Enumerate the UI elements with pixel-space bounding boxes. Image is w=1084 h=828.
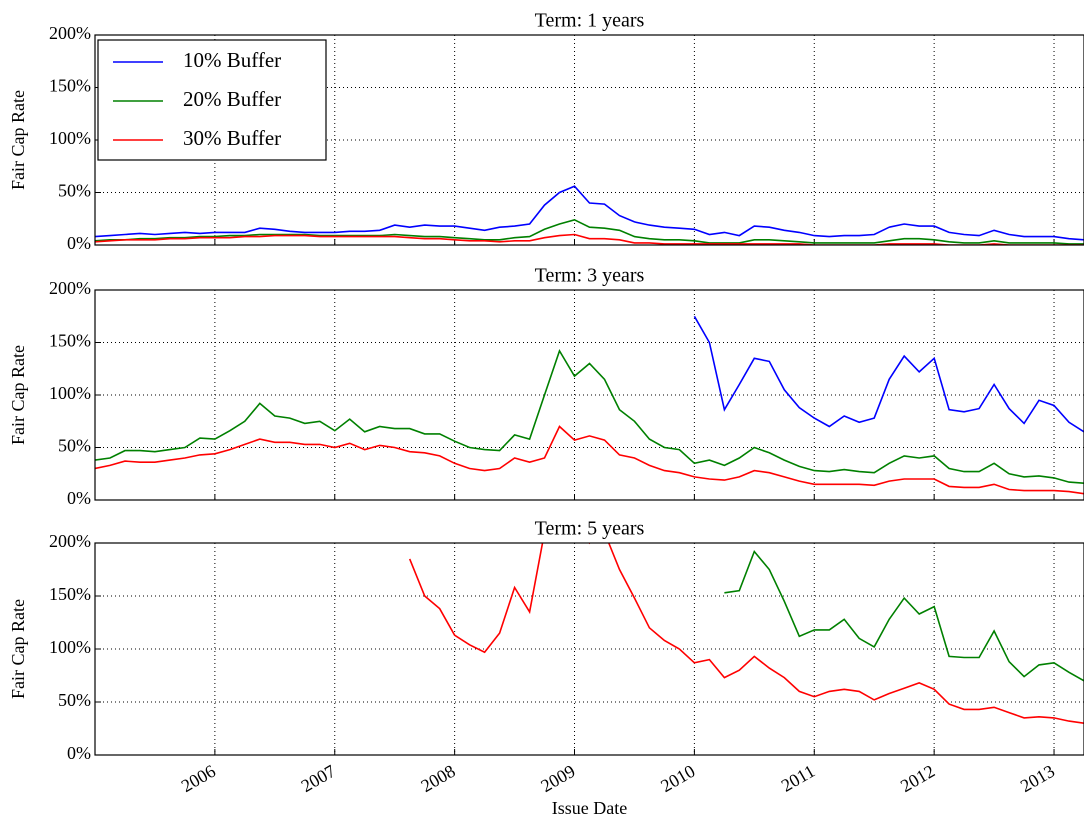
series-line bbox=[408, 543, 1084, 724]
x-tick-label: 2010 bbox=[657, 761, 698, 796]
series-line bbox=[95, 425, 1084, 495]
subplot-title: Term: 1 years bbox=[535, 10, 645, 32]
y-axis-label: Fair Cap Rate bbox=[8, 345, 28, 445]
y-tick-label: 200% bbox=[49, 531, 91, 551]
y-tick-label: 150% bbox=[49, 76, 91, 96]
y-tick-label: 150% bbox=[49, 584, 91, 604]
y-tick-label: 0% bbox=[67, 233, 91, 253]
x-axis-label: Issue Date bbox=[552, 798, 627, 818]
y-tick-label: 50% bbox=[58, 181, 91, 201]
legend-label: 30% Buffer bbox=[183, 126, 281, 150]
x-tick-label: 2006 bbox=[178, 761, 219, 796]
y-tick-label: 150% bbox=[49, 331, 91, 351]
legend-label: 20% Buffer bbox=[183, 87, 281, 111]
y-tick-label: 200% bbox=[49, 278, 91, 298]
y-tick-label: 0% bbox=[67, 488, 91, 508]
legend-label: 10% Buffer bbox=[183, 48, 281, 72]
series-line bbox=[95, 233, 1084, 245]
y-tick-label: 50% bbox=[58, 436, 91, 456]
x-tick-label: 2007 bbox=[298, 761, 339, 796]
series-line bbox=[95, 185, 1084, 241]
y-tick-label: 200% bbox=[49, 23, 91, 43]
plot-frame bbox=[94, 542, 1084, 756]
subplot-title: Term: 5 years bbox=[535, 518, 645, 540]
x-tick-label: 2011 bbox=[778, 761, 819, 796]
y-tick-label: 100% bbox=[49, 637, 91, 657]
series-line bbox=[95, 349, 1084, 484]
series-line bbox=[724, 549, 1084, 682]
x-tick-label: 2013 bbox=[1017, 761, 1058, 796]
y-tick-label: 100% bbox=[49, 128, 91, 148]
plot-frame bbox=[94, 34, 1084, 246]
y-axis-label: Fair Cap Rate bbox=[8, 90, 28, 190]
y-tick-label: 50% bbox=[58, 690, 91, 710]
plot-frame bbox=[94, 289, 1084, 501]
y-axis-label: Fair Cap Rate bbox=[8, 599, 28, 699]
y-tick-label: 100% bbox=[49, 383, 91, 403]
series-line bbox=[693, 315, 1084, 433]
series-line bbox=[95, 218, 1084, 245]
x-tick-label: 2009 bbox=[537, 761, 578, 796]
subplot-title: Term: 3 years bbox=[535, 265, 645, 287]
y-tick-label: 0% bbox=[67, 743, 91, 763]
x-tick-label: 2012 bbox=[897, 761, 938, 796]
x-tick-label: 2008 bbox=[418, 761, 459, 796]
